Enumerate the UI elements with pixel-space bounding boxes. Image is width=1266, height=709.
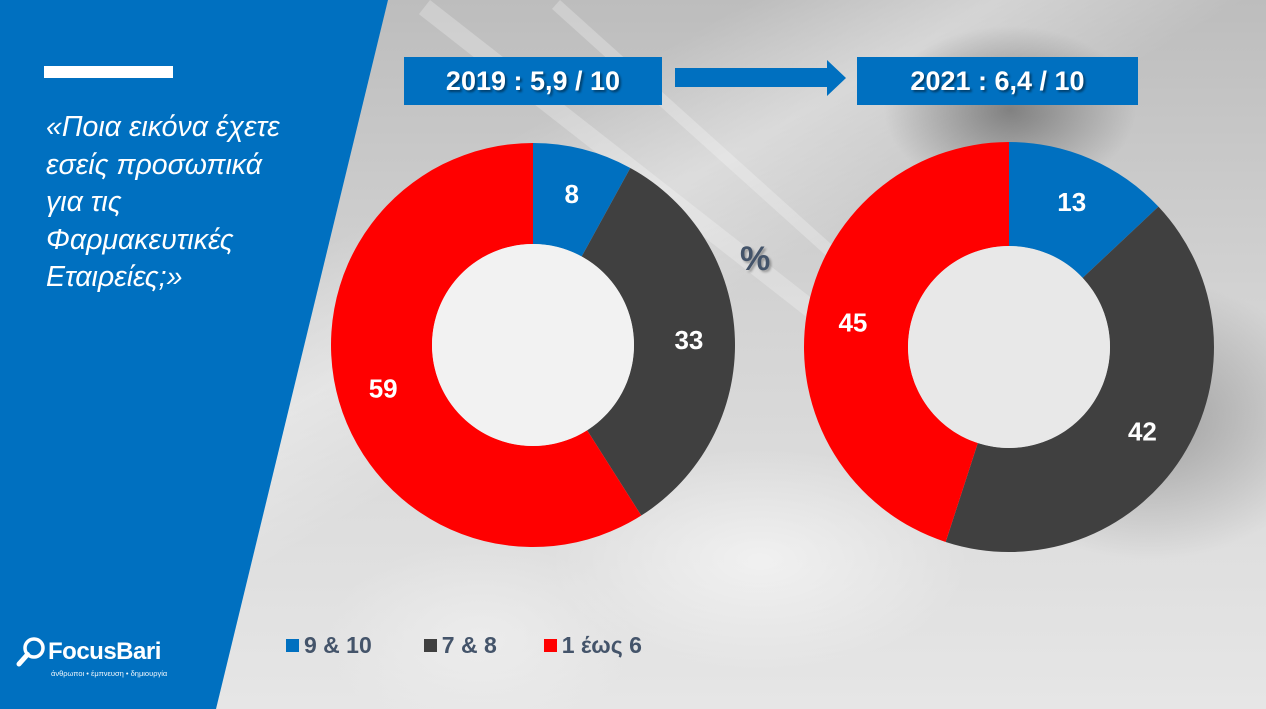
- donut-2021: 13 42 45: [803, 142, 1215, 553]
- score-2019-box: 2019 : 5,9 / 10: [404, 57, 662, 105]
- title-accent-bar: [44, 66, 173, 78]
- donut-2021-label-7-8: 42: [1128, 417, 1157, 447]
- legend-label: 7 & 8: [441, 632, 497, 658]
- donut-2019: 8 33 59: [331, 143, 736, 547]
- donut-2019-slice-9-10: [533, 143, 631, 257]
- legend-label: 1 έως 6: [561, 632, 642, 658]
- legend-item-9-10: 9 & 10: [286, 632, 372, 659]
- score-2021-label: 2021 : 6,4 / 10: [910, 65, 1085, 96]
- legend-item-1-6: 1 έως 6: [543, 632, 642, 659]
- donut-2019-slice-7-8: [581, 167, 736, 516]
- donut-2021-label-9-10: 13: [1057, 187, 1086, 217]
- score-2019-label: 2019 : 5,9 / 10: [445, 65, 621, 96]
- donut-2021-label-1-6: 45: [838, 307, 867, 337]
- survey-question: «Ποια εικόνα έχετε εσείς προσωπικά για τ…: [46, 109, 366, 297]
- donut-2021-slice-7-8: [945, 206, 1215, 553]
- logo-brand: FocusBari: [48, 638, 161, 665]
- donut-2019-slice-1-6: [331, 143, 642, 547]
- question-line: Εταιρείες;»: [46, 261, 183, 293]
- logo-tagline: άνθρωποι • έμπνευση • δημιουργία: [51, 669, 168, 678]
- question-line: για τις: [46, 186, 122, 218]
- question-line: εσείς προσωπικά: [46, 148, 262, 181]
- score-2021-box: 2021 : 6,4 / 10: [857, 57, 1138, 105]
- magnifier-icon: [16, 637, 45, 667]
- donut-2019-label-9-10: 8: [565, 179, 579, 209]
- arrow-right-icon: [675, 60, 846, 96]
- donut-2019-label-7-8: 33: [674, 325, 703, 355]
- legend-label: 9 & 10: [304, 632, 372, 658]
- chart-legend: 9 & 10 7 & 8 1 έως 6: [286, 632, 642, 659]
- legend-item-7-8: 7 & 8: [423, 632, 497, 659]
- focusbari-logo: FocusBari άνθρωποι • έμπνευση • δημιουργ…: [14, 636, 167, 678]
- legend-swatch-blue: [286, 639, 299, 652]
- question-line: «Ποια εικόνα έχετε: [46, 111, 280, 143]
- question-line: Φαρμακευτικές: [46, 223, 234, 256]
- legend-swatch-dark: [423, 639, 437, 652]
- donut-2021-hole: [908, 246, 1110, 448]
- donut-2019-label-1-6: 59: [369, 374, 398, 404]
- donut-2019-hole: [432, 244, 634, 446]
- legend-swatch-red: [543, 639, 557, 652]
- donut-2021-slice-9-10: [1009, 142, 1159, 278]
- unit-label: %: [740, 240, 771, 278]
- donut-2021-slice-1-6: [803, 142, 1009, 542]
